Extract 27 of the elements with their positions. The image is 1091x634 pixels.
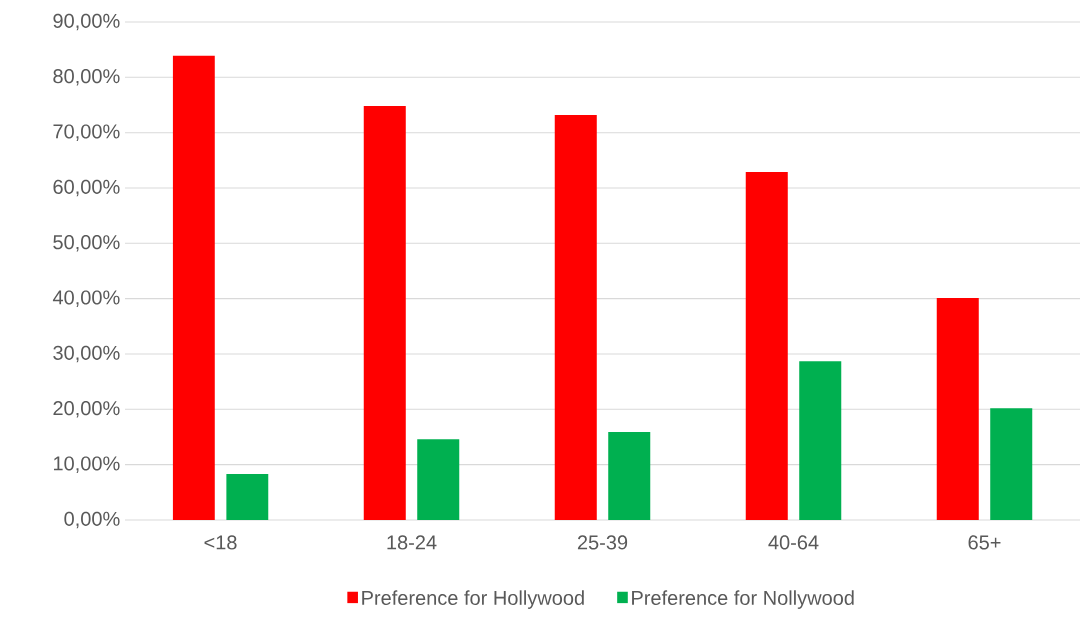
bar [936,298,979,520]
legend-label: Preference for Nollywood [632,590,854,609]
y-tick-label: 30,00% [53,345,120,363]
y-tick-label: 10,00% [53,456,120,473]
x-tick-label: 40-64 [768,535,819,550]
bar [363,106,406,520]
y-tick-label: 60,00% [53,179,120,197]
x-tick-label: 65+ [968,535,1001,550]
y-tick-label: 80,00% [53,69,120,86]
x-tick-label: 18-24 [387,535,437,550]
bar [799,361,842,520]
bar [608,432,651,520]
y-tick-label: 50,00% [53,235,120,252]
bar [745,171,788,520]
y-tick-label: 90,00% [53,13,120,31]
y-tick-label: 40,00% [52,290,120,307]
bar [554,114,597,520]
legend-label: Preference for Hollywood [362,590,584,609]
y-tick-label: 20,00% [53,401,120,418]
y-tick-label: 0,00% [64,511,120,529]
bar [172,55,215,520]
bar [226,474,269,520]
bar [417,439,460,520]
bar [990,408,1033,520]
x-tick-label: 25-39 [577,535,628,550]
y-tick-label: 70,00% [53,124,120,141]
x-tick-label: <18 [204,535,237,550]
